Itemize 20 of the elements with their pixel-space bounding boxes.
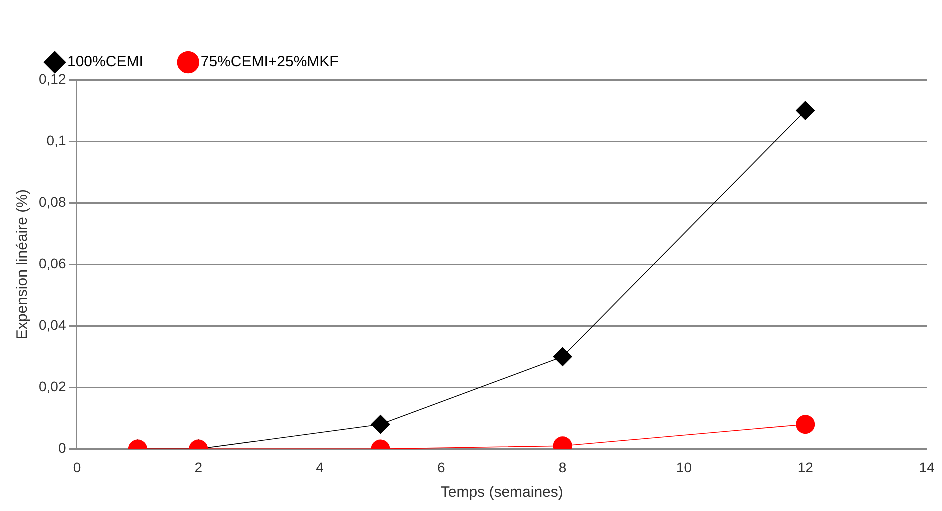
y-tick-label: 0,04 — [39, 316, 66, 333]
y-tick-label: 0 — [58, 440, 66, 456]
y-tick-label: 0,08 — [39, 194, 66, 210]
x-tick-label: 2 — [194, 459, 203, 476]
y-tick-label: 0,12 — [39, 70, 66, 87]
point — [796, 101, 816, 120]
x-tick-label: 8 — [558, 459, 567, 476]
legend-label: 75%CEMI+25%MKF — [200, 54, 339, 71]
x-tick-label: 12 — [798, 459, 814, 476]
x-tick-label: 10 — [676, 459, 692, 476]
x-tick-label: 0 — [73, 459, 82, 476]
legend-label: 100%CEMI — [68, 54, 144, 71]
x-tick-label: 14 — [919, 459, 935, 476]
x-tick-label: 4 — [316, 459, 324, 476]
x-axis-title: Temps (semaines) — [440, 484, 564, 502]
y-tick-label: 0,1 — [46, 132, 66, 148]
x-tick-label: 6 — [438, 459, 446, 476]
y-axis-title: Expension linéaire (%) — [14, 190, 32, 340]
y-tick-label: 0,02 — [39, 378, 66, 395]
y-tick-label: 0,06 — [39, 255, 66, 272]
